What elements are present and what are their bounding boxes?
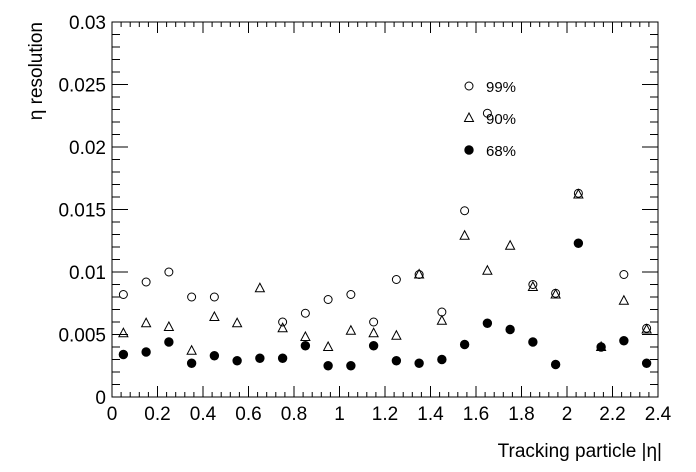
marker-99pct (323, 295, 333, 304)
marker-90pct (300, 330, 311, 341)
x-axis-ticks: 0 0.2 0.4 0.6 0.8 1 1.2 1.4 1.6 1.8 2 2.2 2.4 (107, 22, 672, 425)
marker-68pct (368, 341, 379, 351)
marker-68pct (437, 354, 447, 365)
x-tick-label: 2 (562, 404, 573, 425)
y-tick-label: 0.01 (69, 263, 106, 284)
marker-68pct (118, 349, 129, 360)
marker-90pct (482, 264, 493, 275)
marker-68pct (209, 351, 220, 361)
legend-label-68: 68% (486, 143, 516, 160)
legend: 99% 90% 68% (463, 79, 516, 160)
marker-99pct (209, 292, 219, 302)
marker-90pct (391, 329, 402, 340)
marker-68pct (232, 356, 242, 366)
marker-90pct (118, 327, 129, 338)
marker-90pct (504, 239, 516, 250)
marker-68pct (323, 361, 333, 371)
marker-90pct (140, 317, 152, 328)
legend-label-99: 99% (486, 79, 516, 96)
legend-marker-68 (464, 145, 474, 155)
marker-99pct (187, 292, 197, 302)
marker-99pct (369, 317, 379, 327)
marker-90pct (641, 323, 652, 334)
marker-68pct (391, 356, 402, 366)
marker-90pct (345, 324, 357, 335)
marker-90pct (368, 327, 379, 338)
marker-99pct (528, 280, 538, 289)
x-tick-label: 1.2 (372, 404, 398, 425)
x-tick-label: 1.8 (508, 404, 534, 425)
marker-68pct (596, 342, 606, 352)
marker-90pct (459, 229, 470, 240)
marker-99pct (619, 270, 629, 279)
marker-99pct (278, 317, 288, 327)
x-tick-label: 2.2 (599, 404, 625, 425)
y-axis-title: η resolution (26, 22, 47, 120)
y-tick-label: 0.005 (58, 326, 106, 347)
plot-frame (111, 21, 659, 398)
marker-90pct (163, 320, 175, 331)
marker-99pct (346, 290, 356, 299)
x-tick-label: 1.6 (463, 404, 489, 425)
y-tick-label: 0.015 (58, 201, 106, 222)
x-tick-label: 2.4 (645, 404, 672, 425)
x-tick-label: 1 (334, 404, 345, 425)
marker-68pct (186, 358, 197, 368)
y-tick-label: 0.025 (58, 76, 106, 97)
x-axis-title: Tracking particle |η| (498, 441, 662, 462)
x-tick-label: 0.8 (281, 404, 307, 425)
marker-68pct (482, 318, 493, 328)
marker-68pct (459, 339, 470, 350)
legend-marker-99 (464, 81, 474, 91)
marker-90pct (550, 288, 561, 299)
marker-99pct (482, 108, 492, 118)
marker-99pct (391, 275, 401, 284)
marker-99pct (141, 277, 151, 287)
marker-90pct (186, 344, 197, 355)
marker-90pct (573, 188, 584, 199)
x-tick-label: 0.6 (235, 404, 261, 425)
marker-68pct (277, 353, 288, 363)
x-tick-label: 0.2 (144, 404, 170, 425)
y-tick-label: 0 (95, 388, 106, 409)
marker-99pct (460, 206, 470, 216)
marker-68pct (619, 336, 629, 346)
marker-68pct (300, 341, 311, 351)
legend-label-90: 90% (486, 111, 516, 128)
marker-68pct (528, 337, 538, 347)
marker-90pct (254, 282, 266, 293)
marker-68pct (141, 347, 151, 357)
x-tick-label: 0.4 (190, 404, 217, 425)
marker-90pct (618, 294, 630, 305)
data-markers (118, 108, 652, 371)
marker-68pct (505, 324, 515, 335)
marker-99pct (164, 267, 174, 277)
marker-68pct (550, 359, 561, 370)
marker-90pct (527, 280, 539, 291)
y-axis-ticks: 0 0.005 0.01 0.015 0.02 0.025 0.03 (58, 13, 658, 409)
marker-68pct (414, 358, 424, 368)
marker-99pct (300, 308, 310, 318)
legend-marker-90 (463, 111, 475, 122)
marker-68pct (255, 353, 265, 363)
marker-90pct (209, 310, 220, 321)
marker-90pct (322, 340, 334, 351)
marker-90pct (277, 322, 288, 333)
x-tick-label: 0 (107, 404, 118, 425)
x-tick-label: 1.4 (417, 404, 444, 425)
y-tick-label: 0.03 (69, 13, 106, 34)
marker-99pct (118, 290, 128, 299)
marker-68pct (641, 358, 652, 368)
marker-68pct (346, 361, 356, 371)
marker-68pct (164, 337, 174, 347)
marker-90pct (413, 268, 425, 279)
y-tick-label: 0.02 (69, 138, 106, 159)
marker-68pct (573, 238, 584, 248)
marker-90pct (436, 314, 448, 325)
marker-90pct (231, 317, 243, 328)
